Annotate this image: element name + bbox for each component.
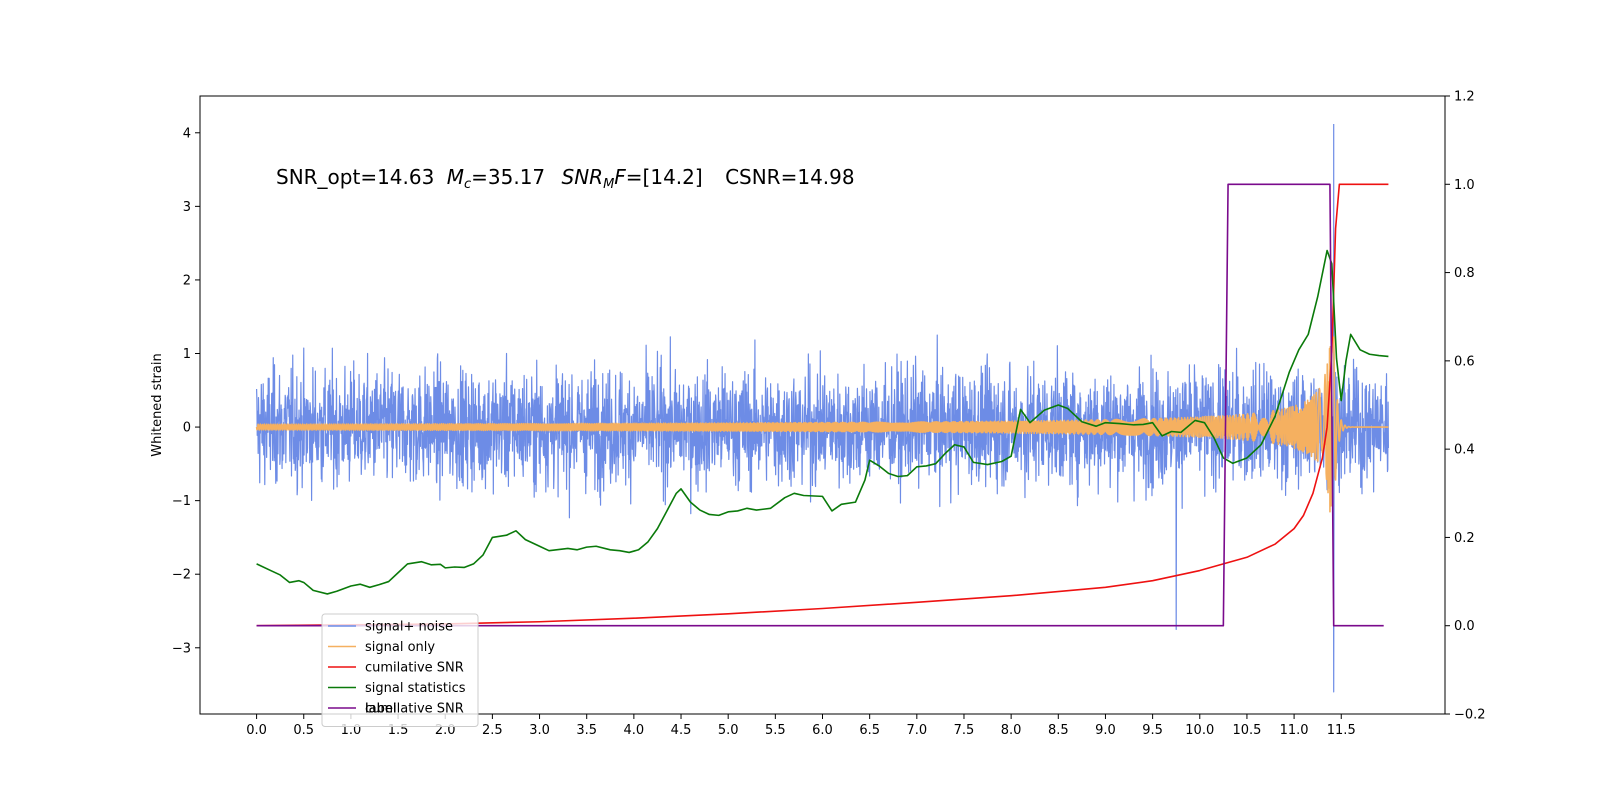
y2-tick-label: 0.4 (1454, 443, 1475, 458)
y-tick-label: −1 (172, 494, 191, 509)
x-tick-label: 5.5 (765, 723, 786, 738)
annotation-mc-sub: c (464, 177, 471, 192)
y2-tick-label: 1.0 (1454, 178, 1475, 193)
annotation-snr-opt: SNR_opt=14.63 (276, 165, 434, 189)
y-tick-label: 2 (183, 273, 191, 288)
x-tick-label: 8.5 (1048, 723, 1069, 738)
legend-label: signal only (365, 640, 435, 655)
y-tick-label: 3 (183, 200, 191, 215)
x-tick-label: 7.0 (906, 723, 927, 738)
y2-tick-label: −0.2 (1454, 708, 1486, 723)
x-tick-label: 0.0 (246, 723, 267, 738)
legend-ghost-label: cumilative SNR (365, 702, 464, 717)
x-tick-label: 10.5 (1232, 723, 1261, 738)
annotation-mc-value: =35.17 (471, 165, 545, 189)
annotation-text: SNR_opt=14.63 Mc=35.17 SNRMF=[14.2] CSNR… (276, 165, 855, 192)
y-tick-label: 1 (183, 347, 191, 362)
legend-box (321, 613, 479, 727)
x-tick-label: 9.5 (1142, 723, 1163, 738)
legend-label: cumilative SNR (365, 661, 464, 676)
x-tick-label: 8.0 (1001, 723, 1022, 738)
legend-label-front: label (365, 702, 396, 717)
y-tick-label: −2 (172, 568, 191, 583)
x-tick-label: 2.5 (482, 723, 503, 738)
y2-tick-label: 1.2 (1454, 90, 1475, 105)
legend-label: signal+ noise (365, 620, 453, 635)
y-tick-label: 4 (183, 126, 191, 141)
y-tick-label: −3 (172, 641, 191, 656)
x-tick-label: 0.5 (293, 723, 314, 738)
x-tick-label: 11.0 (1280, 723, 1309, 738)
x-tick-label: 9.0 (1095, 723, 1116, 738)
y-tick-label: 0 (183, 421, 191, 436)
y-axis-label: Whitened strain (150, 353, 165, 456)
x-tick-label: 11.5 (1327, 723, 1356, 738)
y2-tick-label: 0.6 (1454, 354, 1475, 369)
annotation-csnr: CSNR=14.98 (725, 165, 855, 189)
legend-label: signal statistics (365, 681, 466, 696)
y2-tick-label: 0.2 (1454, 531, 1475, 546)
x-tick-label: 7.5 (954, 723, 975, 738)
plot-area (255, 123, 1390, 693)
x-tick-label: 6.5 (859, 723, 880, 738)
y2-tick-label: 0.0 (1454, 619, 1475, 634)
series-line-4 (256, 183, 1384, 627)
series-line-1 (255, 336, 1389, 513)
annotation-snrmf-sub: M (603, 177, 614, 192)
x-tick-label: 3.5 (576, 723, 597, 738)
y2-tick-label: 0.8 (1454, 266, 1475, 281)
legend-label: label (365, 702, 396, 717)
legend: signal+ noise signal only cumilative SNR si… (321, 613, 479, 727)
x-tick-label: 6.0 (812, 723, 833, 738)
x-tick-label: 3.0 (529, 723, 550, 738)
annotation-mc-symbol: M (447, 165, 464, 189)
x-tick-label: 5.0 (718, 723, 739, 738)
annotation-snrmf-value: =[14.2] (626, 165, 703, 189)
annotation-snrmf-f: F (614, 165, 626, 189)
x-tick-label: 10.0 (1185, 723, 1214, 738)
x-tick-label: 4.5 (671, 723, 692, 738)
x-tick-label: 4.0 (624, 723, 645, 738)
series-line-0 (255, 123, 1390, 693)
series-line-2 (256, 183, 1389, 627)
annotation-snrmf-symbol: SNR (562, 165, 604, 189)
series-line-3 (256, 249, 1389, 595)
